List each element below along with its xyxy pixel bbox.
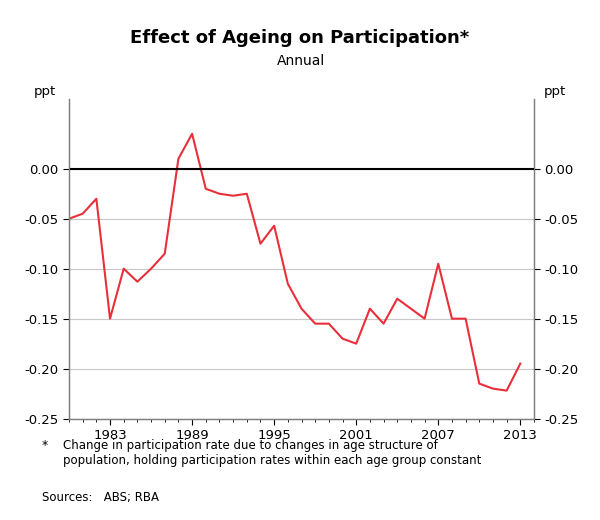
Text: *: * <box>42 439 48 452</box>
Text: Effect of Ageing on Participation*: Effect of Ageing on Participation* <box>130 29 470 47</box>
Text: ppt: ppt <box>34 85 56 98</box>
Text: Change in participation rate due to changes in age structure of
population, hold: Change in participation rate due to chan… <box>63 439 481 467</box>
Title: Annual: Annual <box>277 55 326 69</box>
Text: Sources:   ABS; RBA: Sources: ABS; RBA <box>42 491 159 504</box>
Text: ppt: ppt <box>544 85 566 98</box>
